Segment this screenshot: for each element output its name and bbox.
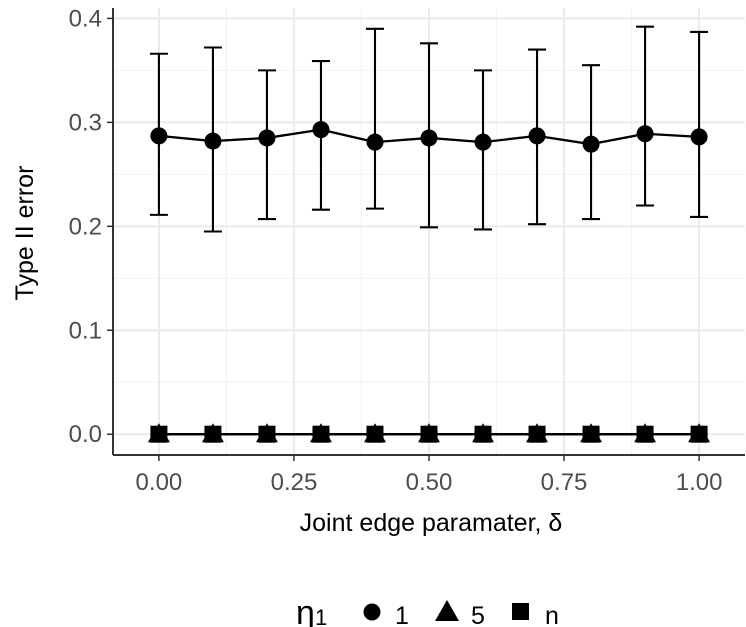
square-point [312, 425, 330, 443]
tick-labels: 0.00 0.25 0.50 0.75 1.00 0.0 0.1 0.2 0.3 0.4 [69, 5, 723, 496]
legend: η 1 1 5 n [296, 594, 559, 627]
circle-point [582, 135, 600, 153]
y-tick-label: 0.0 [69, 421, 102, 448]
legend-circle-marker [363, 603, 381, 621]
square-point [690, 425, 708, 443]
square-point [150, 425, 168, 443]
circle-point [528, 127, 546, 145]
x-tick-label: 0.75 [541, 469, 588, 496]
y-axis-title: Type II error [11, 166, 39, 301]
legend-label-5: 5 [471, 602, 485, 627]
square-point [204, 425, 222, 443]
circle-point [420, 129, 438, 147]
x-tick-label: 0.25 [271, 469, 318, 496]
circle-point [366, 133, 384, 151]
y-tick-label: 0.4 [69, 5, 102, 32]
square-point [582, 425, 600, 443]
square-point [420, 425, 438, 443]
data-points [147, 121, 711, 443]
circle-point [258, 129, 276, 147]
legend-triangle-marker [435, 600, 459, 621]
x-tick-label: 1.00 [676, 469, 723, 496]
x-tick-label: 0.00 [136, 469, 183, 496]
square-point [258, 425, 276, 443]
x-tick-label: 0.50 [406, 469, 453, 496]
circle-point [690, 128, 708, 146]
axes [107, 8, 745, 461]
circle-point [204, 132, 222, 150]
y-tick-label: 0.2 [69, 213, 102, 240]
error-bars [149, 25, 709, 233]
x-axis-title: Joint edge paramater, δ [300, 509, 563, 537]
legend-label-1: 1 [395, 602, 409, 627]
circle-point [312, 121, 330, 139]
y-tick-label: 0.3 [69, 109, 102, 136]
circle-point [150, 127, 168, 145]
circle-point [474, 133, 492, 151]
square-point [636, 425, 654, 443]
square-point [474, 425, 492, 443]
square-point [528, 425, 546, 443]
circle-point [636, 125, 654, 143]
y-tick-label: 0.1 [69, 317, 102, 344]
legend-title-main: η [296, 594, 315, 627]
legend-square-marker [512, 603, 529, 620]
legend-label-n: n [545, 602, 559, 627]
square-point [366, 425, 384, 443]
legend-title-subscript: 1 [315, 605, 327, 627]
